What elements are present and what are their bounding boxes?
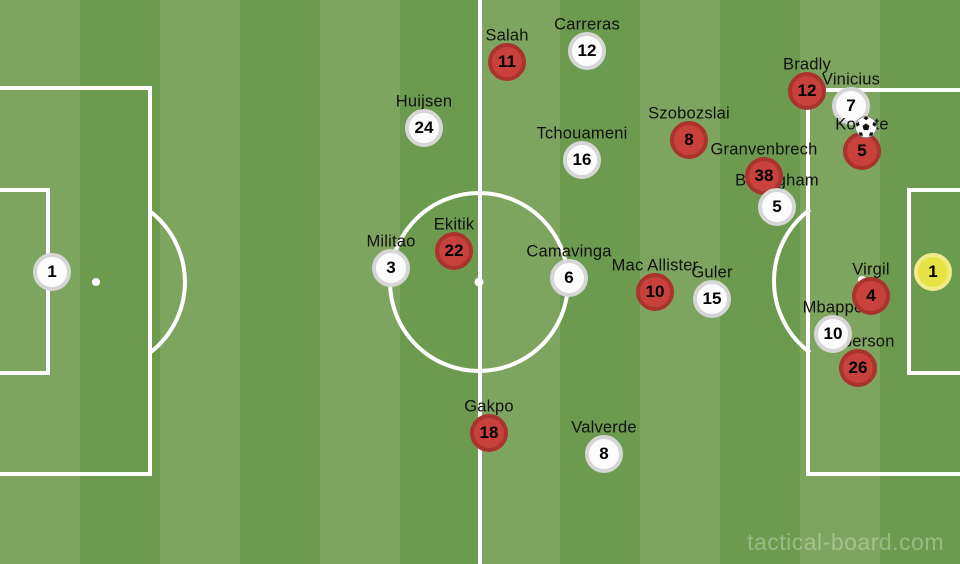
- player-token-gk-white-1[interactable]: 1: [33, 253, 71, 291]
- player-label-mac-allister: Mac Allister: [611, 256, 699, 275]
- player-label-mbappe: Mbappe: [802, 298, 864, 317]
- penalty-area-right: [806, 88, 960, 476]
- player-label-bradly: Bradly: [783, 55, 831, 74]
- player-token-tchouameni[interactable]: 16: [563, 141, 601, 179]
- player-token-ekitik[interactable]: 22: [435, 232, 473, 270]
- player-token-guler[interactable]: 15: [693, 280, 731, 318]
- player-token-gakpo[interactable]: 18: [470, 414, 508, 452]
- player-token-carreras[interactable]: 12: [568, 32, 606, 70]
- penalty-area-left: [0, 86, 152, 476]
- player-label-salah: Salah: [485, 26, 529, 45]
- player-label-ekitik: Ekitik: [433, 215, 475, 234]
- ball-token[interactable]: [854, 115, 878, 139]
- player-label-vinicius: Vinicius: [821, 70, 881, 89]
- penalty-arc-left: [148, 209, 187, 355]
- player-token-roberson[interactable]: 26: [839, 349, 877, 387]
- player-label-militao: Militao: [366, 232, 416, 251]
- player-label-gakpo: Gakpo: [464, 397, 514, 416]
- player-token-bradly[interactable]: 12: [788, 72, 826, 110]
- player-token-militao[interactable]: 3: [372, 249, 410, 287]
- penalty-arc-right: [771, 207, 812, 355]
- player-token-valverde[interactable]: 8: [585, 435, 623, 473]
- player-token-salah[interactable]: 11: [488, 43, 526, 81]
- player-token-huijsen[interactable]: 24: [405, 109, 443, 147]
- player-token-mbappe[interactable]: 10: [814, 315, 852, 353]
- player-token-granvenbrech[interactable]: 38: [745, 157, 783, 195]
- player-label-valverde: Valverde: [571, 418, 637, 437]
- penalty-spot-left: [92, 278, 100, 286]
- player-token-gk-yellow-1[interactable]: 1: [914, 253, 952, 291]
- center-spot: [474, 277, 484, 287]
- player-label-huijsen: Huijsen: [395, 92, 453, 111]
- player-token-mac-allister[interactable]: 10: [636, 273, 674, 311]
- soccer-ball-icon: [854, 115, 878, 139]
- goal-area-right: [907, 188, 960, 375]
- player-token-bellingham[interactable]: 5: [758, 188, 796, 226]
- player-token-virgil[interactable]: 4: [852, 277, 890, 315]
- player-token-szobozslai[interactable]: 8: [670, 121, 708, 159]
- player-label-camavinga: Camavinga: [526, 242, 612, 261]
- player-token-konate[interactable]: 5: [843, 132, 881, 170]
- player-label-carreras: Carreras: [554, 15, 620, 34]
- player-label-granvenbrech: Granvenbrech: [710, 140, 818, 159]
- player-label-tchouameni: Tchouameni: [536, 124, 628, 143]
- player-label-virgil: Virgil: [852, 260, 890, 279]
- player-label-szobozslai: Szobozslai: [648, 104, 730, 123]
- watermark: tactical-board.com: [747, 529, 944, 555]
- player-label-guler: Guler: [691, 263, 733, 282]
- player-token-camavinga[interactable]: 6: [550, 259, 588, 297]
